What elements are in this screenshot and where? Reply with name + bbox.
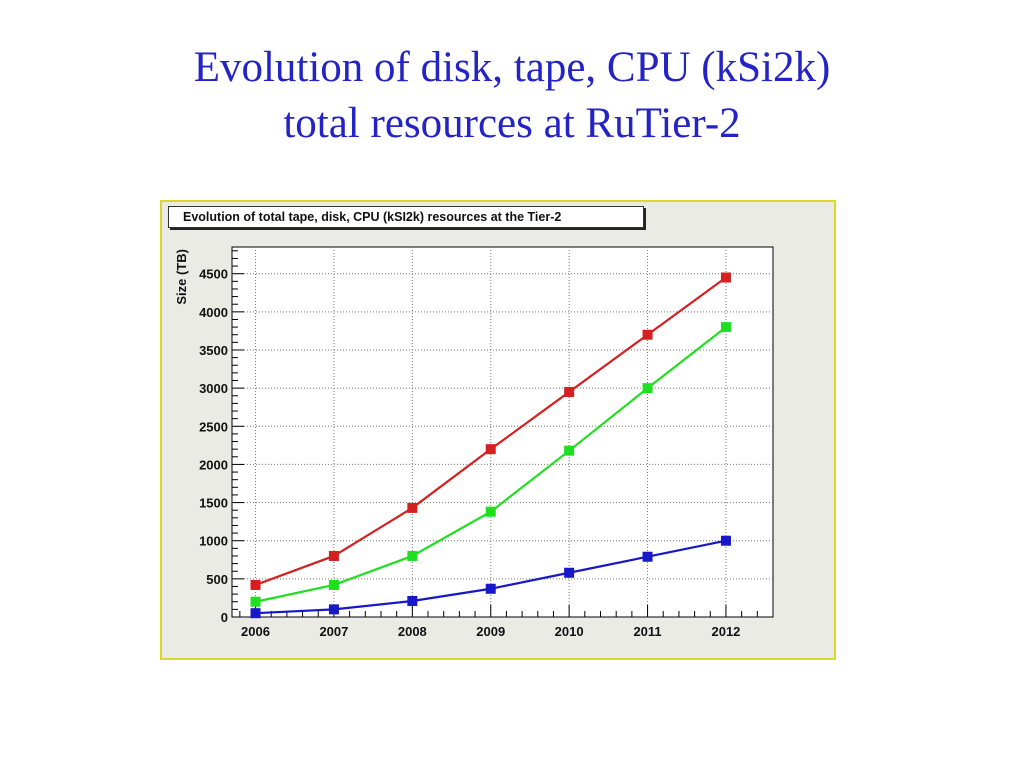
series-3-point — [328, 604, 339, 615]
y-tick-label: 1000 — [199, 534, 228, 549]
series-1-point — [642, 329, 653, 340]
series-3-point — [407, 595, 418, 606]
series-1-point — [328, 550, 339, 561]
slide-title-line-1: Evolution of disk, tape, CPU (kSi2k) — [193, 44, 831, 91]
series-1-point — [407, 502, 418, 513]
series-2-point — [250, 596, 261, 607]
x-tick-label: 2006 — [241, 624, 270, 639]
chart-frame: 0 500 1000 1500 2000 2500 3000 3500 4000 4500 2006… — [160, 200, 836, 660]
y-tick-label: 0 — [221, 610, 228, 625]
y-tick-label: 4500 — [199, 267, 228, 282]
chart-title: Evolution of total tape, disk, CPU (kSI2… — [168, 206, 644, 228]
y-tick-label: 2500 — [199, 419, 228, 434]
x-tick-label: 2009 — [476, 624, 505, 639]
y-tick-label: 2000 — [199, 457, 228, 472]
x-tick-label: 2008 — [398, 624, 427, 639]
series-1-point — [485, 444, 496, 455]
x-tick-label: 2011 — [633, 624, 661, 639]
series-2-point — [642, 383, 653, 394]
series-3-point — [485, 583, 496, 594]
axes: 0 500 1000 1500 2000 2500 3000 3500 4000 4500 2006… — [199, 250, 758, 639]
series-2-point — [328, 579, 339, 590]
y-tick-label: 3000 — [199, 381, 228, 396]
series-1-point — [250, 579, 261, 590]
slide-title-line-2: total resources at RuTier-2 — [283, 100, 741, 147]
x-tick-label: 2012 — [711, 624, 740, 639]
series-2-point — [485, 506, 496, 517]
series-3-point — [720, 535, 731, 546]
series — [250, 272, 731, 619]
x-tick-label: 2007 — [319, 624, 348, 639]
y-tick-label: 1500 — [199, 496, 228, 511]
series-2-point — [407, 550, 418, 561]
y-tick-label: 4000 — [199, 305, 228, 320]
series-3-point — [642, 551, 653, 562]
series-1-point — [720, 272, 731, 283]
x-tick-label: 2010 — [555, 624, 584, 639]
series-2-point — [564, 445, 575, 456]
series-2-point — [720, 322, 731, 333]
line-chart: 0 500 1000 1500 2000 2500 3000 3500 4000 4500 2006… — [174, 246, 774, 639]
series-1-point — [564, 386, 575, 397]
series-3-point — [564, 567, 575, 578]
grid — [232, 247, 773, 617]
series-3-point — [250, 608, 261, 619]
y-axis-title: Size (TB) — [174, 249, 189, 305]
slide-title: Evolution of disk, tape, CPU (kSi2k) tot… — [0, 40, 1024, 152]
y-tick-label: 3500 — [199, 343, 228, 358]
y-tick-label: 500 — [206, 572, 228, 587]
